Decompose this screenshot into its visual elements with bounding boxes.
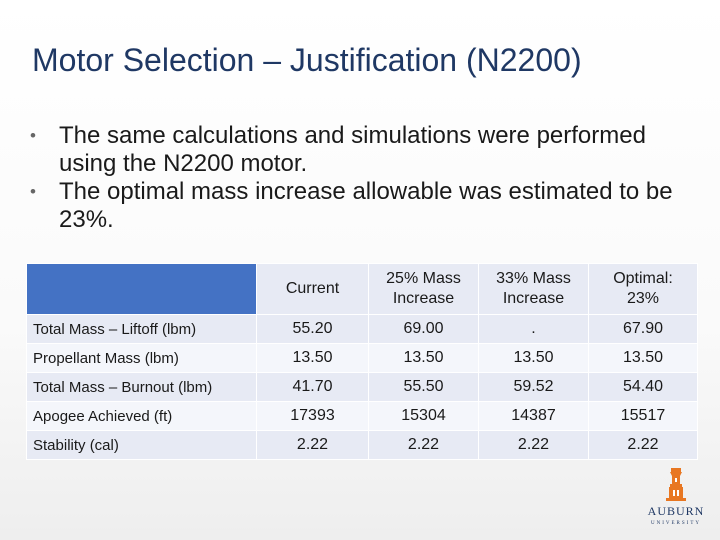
table-cell: 2.22 [368, 430, 479, 460]
table-row: Stability (cal) 2.22 2.22 2.22 2.22 [26, 430, 698, 460]
table-cell: 59.52 [478, 372, 589, 402]
table-cell: 13.50 [588, 343, 698, 373]
table-row: Apogee Achieved (ft) 17393 15304 14387 1… [26, 401, 698, 431]
logo-wordmark: AUBURN [647, 504, 705, 518]
table-cell: 13.50 [368, 343, 479, 373]
table-row: Propellant Mass (lbm) 13.50 13.50 13.50 … [26, 343, 698, 373]
table-cell: . [478, 314, 589, 344]
table-cell: 67.90 [588, 314, 698, 344]
table-cell: 2.22 [478, 430, 589, 460]
tower-icon [666, 468, 686, 501]
table-cell: 13.50 [478, 343, 589, 373]
bullet-item: • The same calculations and simulations … [30, 122, 700, 178]
table-cell: 41.70 [256, 372, 369, 402]
table-cell: 13.50 [256, 343, 369, 373]
bullet-text: The same calculations and simulations we… [59, 122, 646, 177]
row-label: Total Mass – Liftoff (lbm) [26, 314, 257, 344]
bullet-icon: • [30, 182, 36, 201]
column-header-optimal: Optimal: 23% [588, 263, 698, 315]
table-header-row: Current 25% Mass Increase 33% Mass Increas… [26, 263, 698, 315]
row-label: Total Mass – Burnout (lbm) [26, 372, 257, 402]
table-cell: 2.22 [588, 430, 698, 460]
slide-title: Motor Selection – Justification (N2200) [32, 42, 582, 78]
row-label: Stability (cal) [26, 430, 257, 460]
auburn-logo: AUBURN UNIVERSITY [640, 466, 712, 532]
table-cell: 15304 [368, 401, 479, 431]
table-cell: 2.22 [256, 430, 369, 460]
logo-subtitle: UNIVERSITY [651, 521, 701, 526]
column-header-25-mass: 25% Mass Increase [368, 263, 479, 315]
bullet-list: • The same calculations and simulations … [30, 122, 700, 234]
table-row: Total Mass – Liftoff (lbm) 55.20 69.00 .… [26, 314, 698, 344]
bullet-icon: • [30, 126, 36, 145]
bullet-item: • The optimal mass increase allowable wa… [30, 178, 700, 234]
row-label: Propellant Mass (lbm) [26, 343, 257, 373]
column-header-current: Current [256, 263, 369, 315]
table-row: Total Mass – Burnout (lbm) 41.70 55.50 5… [26, 372, 698, 402]
row-label: Apogee Achieved (ft) [26, 401, 257, 431]
table-cell: 15517 [588, 401, 698, 431]
table-cell: 54.40 [588, 372, 698, 402]
table-cell: 17393 [256, 401, 369, 431]
table-corner-cell [26, 263, 257, 315]
table-cell: 55.50 [368, 372, 479, 402]
motor-comparison-table: Current 25% Mass Increase 33% Mass Increas… [26, 263, 698, 460]
table-cell: 69.00 [368, 314, 479, 344]
column-header-33-mass: 33% Mass Increase [478, 263, 589, 315]
bullet-text: The optimal mass increase allowable was … [59, 178, 673, 233]
table-cell: 14387 [478, 401, 589, 431]
table-cell: 55.20 [256, 314, 369, 344]
